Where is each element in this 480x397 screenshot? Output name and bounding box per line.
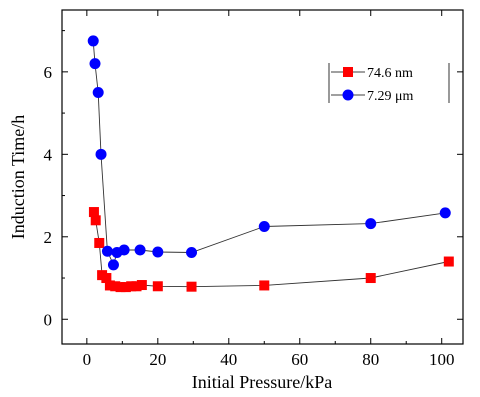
data-point-729um (134, 244, 146, 256)
data-point-74nm (126, 281, 137, 292)
data-point-74nm (90, 215, 101, 226)
data-point-74nm (152, 281, 163, 292)
series-line-0 (93, 211, 449, 288)
data-point-74nm (115, 282, 126, 293)
data-point-74nm (94, 237, 105, 248)
x-tick-label: 80 (362, 350, 379, 369)
legend-marker-729um (342, 89, 354, 101)
x-tick-label: 40 (220, 350, 237, 369)
data-point-74nm (110, 281, 121, 292)
x-tick-label: 0 (83, 350, 92, 369)
data-point-729um (101, 245, 113, 257)
data-point-74nm (136, 280, 147, 291)
data-point-729um (152, 246, 164, 258)
y-tick-label: 0 (44, 310, 53, 329)
data-point-74nm (443, 256, 454, 267)
data-point-729um (365, 218, 377, 230)
legend: 74.6 nm 7.29 μm (328, 63, 450, 104)
data-point-74nm (88, 207, 99, 218)
data-point-729um (118, 244, 130, 256)
x-axis-title: Initial Pressure/kPa (192, 372, 332, 392)
data-point-74nm (259, 280, 270, 291)
data-point-74nm (365, 273, 376, 284)
plot-frame (61, 9, 464, 345)
series-markers (87, 35, 454, 293)
data-point-74nm (186, 281, 197, 292)
legend-marker-74nm (343, 67, 353, 77)
x-tick-label: 60 (291, 350, 308, 369)
x-tick-label: 100 (429, 350, 455, 369)
data-point-729um (107, 259, 119, 271)
y-tick-label: 6 (44, 63, 53, 82)
data-point-729um (258, 220, 270, 232)
legend-label-74nm: 74.6 nm (367, 66, 413, 81)
data-point-74nm (120, 282, 131, 293)
data-point-729um (87, 35, 99, 47)
data-point-729um (186, 246, 198, 258)
data-point-74nm (104, 280, 115, 291)
data-point-729um (89, 58, 101, 70)
data-point-74nm (101, 273, 112, 284)
x-tick-label: 20 (149, 350, 166, 369)
data-point-74nm (131, 281, 142, 292)
y-tick-label: 4 (44, 145, 53, 164)
legend-label-729um: 7.29 μm (367, 89, 414, 104)
y-tick-label: 2 (44, 228, 53, 247)
data-point-729um (95, 148, 107, 160)
axis-ticks: 0 20 40 60 80 100 0 2 4 6 (44, 10, 463, 369)
y-axis-title: Induction Time/h (8, 115, 28, 240)
data-point-729um (439, 207, 451, 219)
data-point-729um (92, 86, 104, 98)
